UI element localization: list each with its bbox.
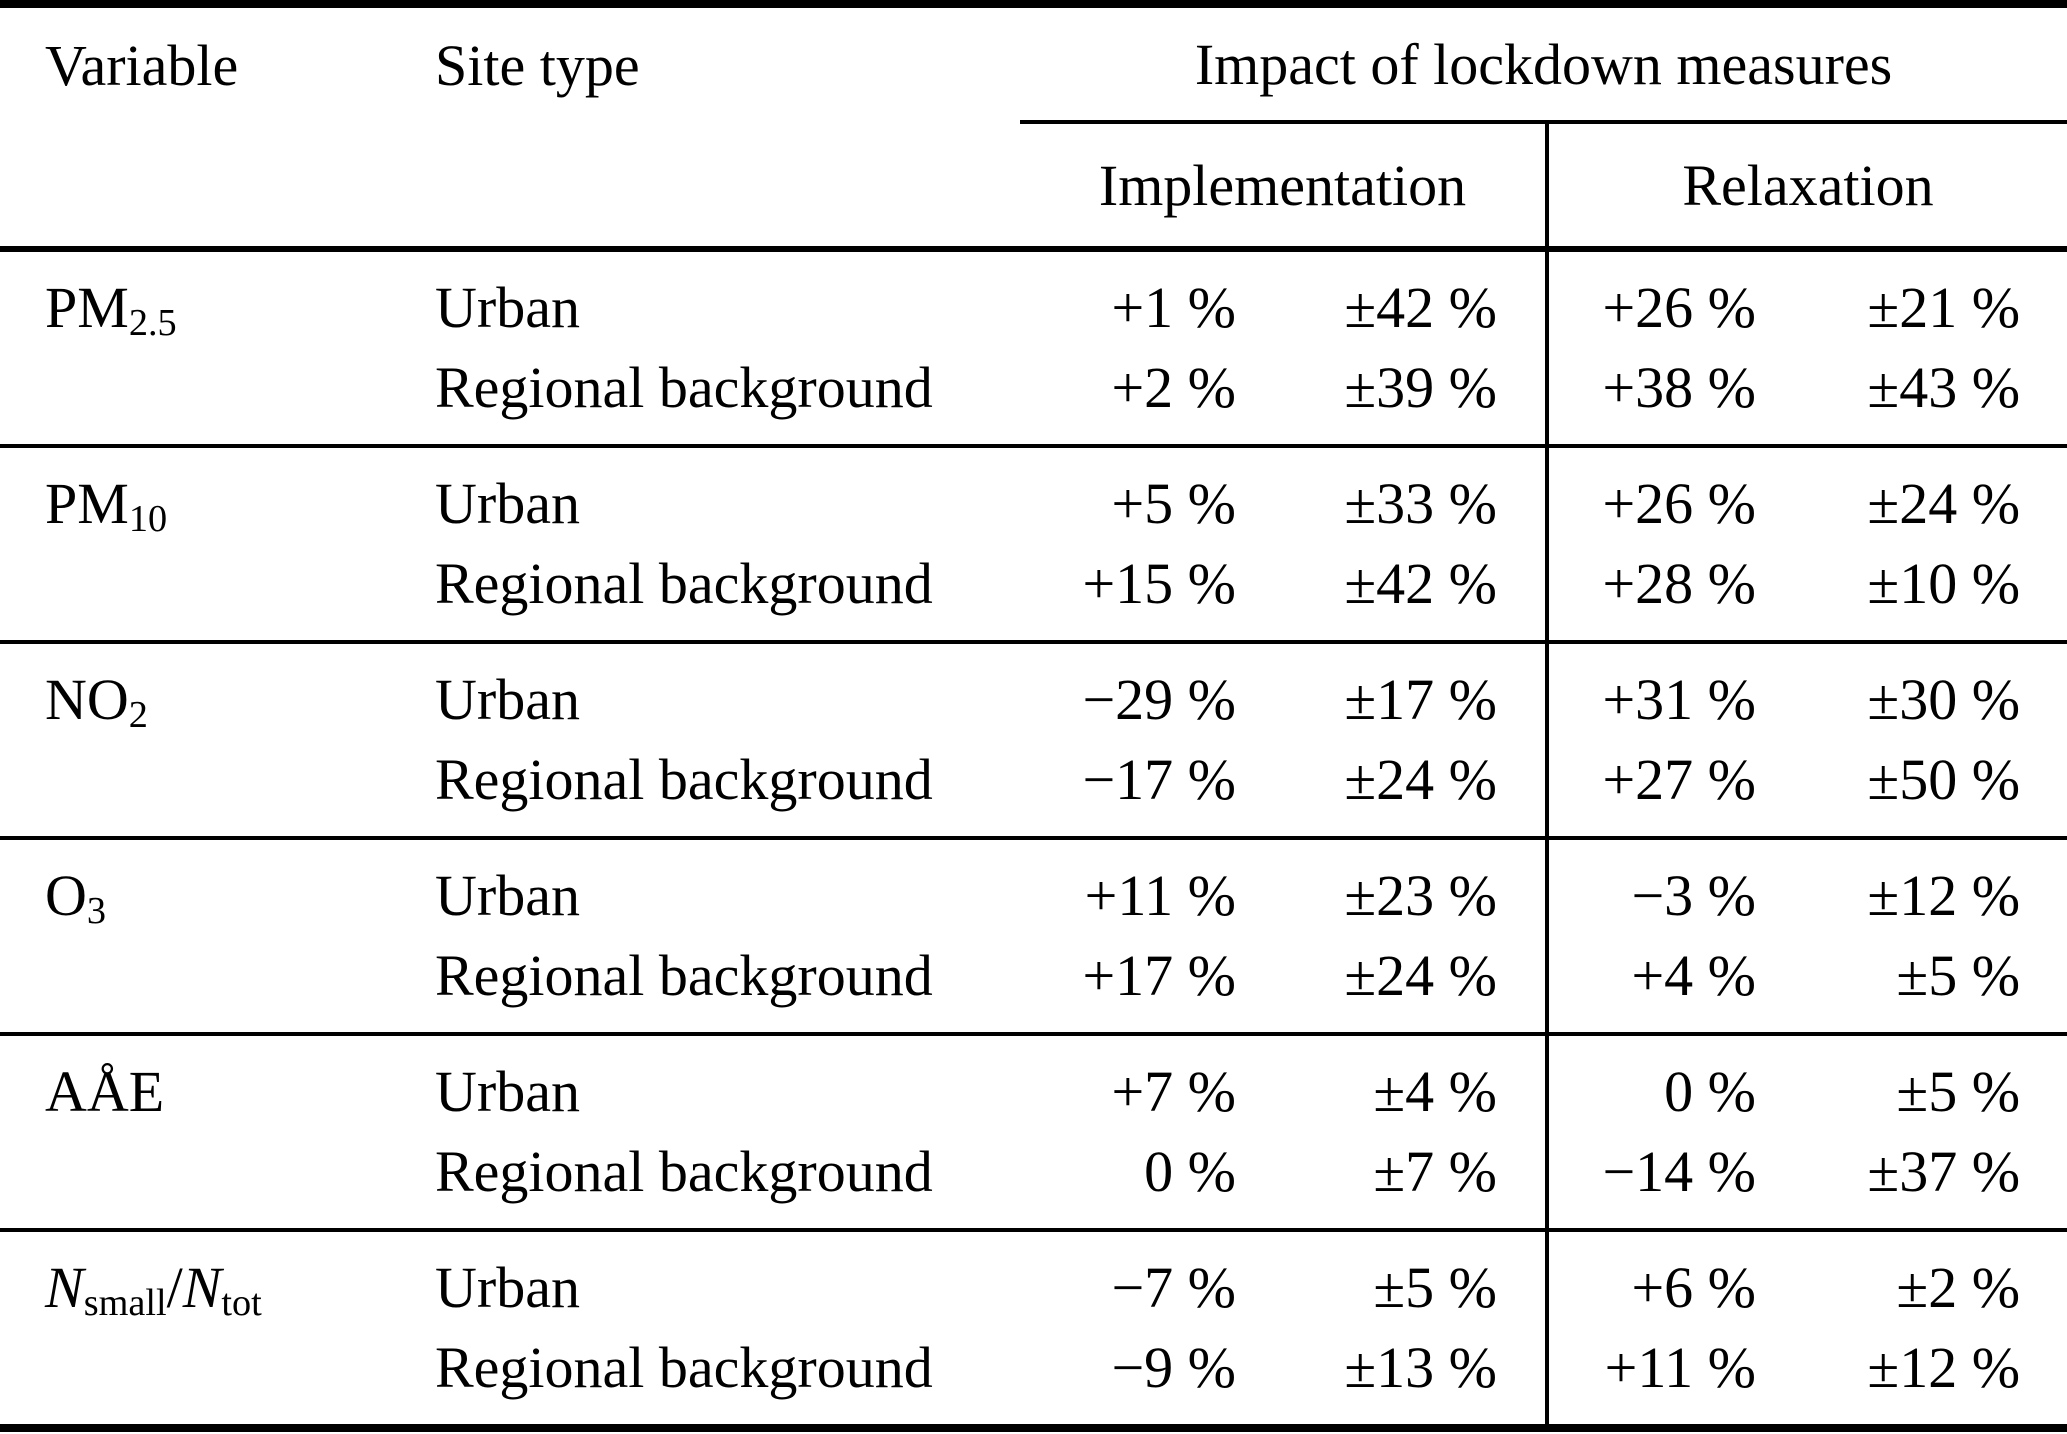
group-pm25: PM2.5 Urban +1 % ±42 % +26 % ±21 % Regio… xyxy=(0,249,2067,446)
variable-label: Nsmall/Ntot xyxy=(0,1228,435,1428)
impl-uncertainty-cell: ±42 % xyxy=(1344,551,1497,616)
relax-change-cell: +4 % xyxy=(1545,936,1776,1034)
table-row: PM2.5 Urban +1 % ±42 % +26 % ±21 % xyxy=(0,249,2067,348)
site-type-cell: Urban xyxy=(435,444,1020,544)
site-type-cell: Regional background xyxy=(435,355,933,420)
impl-uncertainty-cell: ±7 % xyxy=(1373,1139,1497,1204)
table-row: Regional background −9 % ±13 % +11 % ±12… xyxy=(0,1328,2067,1428)
impl-change-cell: +7 % xyxy=(1020,1032,1256,1132)
relax-change-cell: −3 % xyxy=(1545,836,1776,936)
impl-change-cell: +5 % xyxy=(1020,444,1256,544)
relax-change-cell: +26 % xyxy=(1545,444,1776,544)
table-row: NO2 Urban −29 % ±17 % +31 % ±30 % xyxy=(0,640,2067,838)
relax-uncertainty-cell: ±2 % xyxy=(1776,1228,2067,1328)
site-type-cell: Urban xyxy=(435,1228,1020,1328)
impl-change-cell: +2 % xyxy=(1111,355,1236,420)
impl-uncertainty-cell: ±5 % xyxy=(1256,1228,1547,1328)
relax-uncertainty-cell: ±43 % xyxy=(1867,355,2021,420)
table-header: Variable Site type Impact of lockdown me… xyxy=(0,4,2067,249)
variable-label: AÅE xyxy=(0,1032,435,1230)
table-row: Regional background 0 % ±7 % −14 % ±37 % xyxy=(0,1132,2067,1230)
relax-uncertainty-cell: ±21 % xyxy=(1867,275,2021,340)
impl-change-cell: +15 % xyxy=(1082,551,1236,616)
relax-change-cell: +6 % xyxy=(1545,1228,1776,1328)
impl-change-cell: +11 % xyxy=(1020,836,1256,936)
site-type-cell: Regional background xyxy=(435,943,933,1008)
impl-uncertainty-cell: ±33 % xyxy=(1256,444,1547,544)
column-header-variable: Variable xyxy=(45,32,239,98)
relax-uncertainty-cell: ±50 % xyxy=(1867,747,2021,812)
header-spacer xyxy=(0,122,1020,249)
impl-uncertainty-cell: ±13 % xyxy=(1344,1335,1497,1400)
site-type-cell: Urban xyxy=(435,836,1020,936)
table-row: Regional background +2 % ±39 % +38 % ±43… xyxy=(0,348,2067,446)
site-type-cell: Regional background xyxy=(435,1139,933,1204)
impl-uncertainty-cell: ±23 % xyxy=(1256,836,1547,936)
impl-uncertainty-cell: ±24 % xyxy=(1344,943,1497,1008)
relax-uncertainty-cell: ±30 % xyxy=(1776,640,2067,740)
impl-uncertainty-cell: ±39 % xyxy=(1344,355,1497,420)
impl-change-cell: −17 % xyxy=(1082,747,1236,812)
variable-label: NO2 xyxy=(0,640,435,838)
site-type-cell: Regional background xyxy=(435,1335,933,1400)
site-type-cell: Urban xyxy=(435,1032,1020,1132)
site-type-cell: Regional background xyxy=(435,551,933,616)
table-row: Nsmall/Ntot Urban −7 % ±5 % +6 % ±2 % xyxy=(0,1228,2067,1428)
relax-change-cell: +28 % xyxy=(1545,544,1776,642)
relax-uncertainty-cell: ±12 % xyxy=(1867,1335,2021,1400)
relax-change-cell: −14 % xyxy=(1545,1132,1776,1230)
table-row: Regional background +17 % ±24 % +4 % ±5 … xyxy=(0,936,2067,1034)
column-header-relaxation: Relaxation xyxy=(1544,122,2067,249)
impl-uncertainty-cell: ±42 % xyxy=(1344,275,1497,340)
column-header-site-type: Site type xyxy=(435,32,640,98)
group-aae: AÅE Urban +7 % ±4 % 0 % ±5 % Regional ba… xyxy=(0,1032,2067,1230)
relax-change-cell: +26 % xyxy=(1545,249,1776,348)
variable-label: PM10 xyxy=(0,444,435,642)
site-type-cell: Regional background xyxy=(435,747,933,812)
relax-uncertainty-cell: ±5 % xyxy=(1776,1032,2067,1132)
relax-change-cell: +27 % xyxy=(1545,740,1776,838)
variable-label: PM2.5 xyxy=(45,275,177,345)
relax-change-cell: +11 % xyxy=(1545,1328,1776,1428)
group-nsmall-ntot: Nsmall/Ntot Urban −7 % ±5 % +6 % ±2 % Re… xyxy=(0,1228,2067,1428)
column-header-implementation: Implementation xyxy=(1098,152,1467,218)
table-row: O3 Urban +11 % ±23 % −3 % ±12 % xyxy=(0,836,2067,1034)
table-row: Regional background +15 % ±42 % +28 % ±1… xyxy=(0,544,2067,642)
site-type-cell: Urban xyxy=(435,640,1020,740)
relax-change-cell: +38 % xyxy=(1545,348,1776,446)
site-type-cell: Urban xyxy=(435,275,580,340)
column-header-spanner: Impact of lockdown measures xyxy=(1020,4,2067,124)
impl-change-cell: 0 % xyxy=(1144,1139,1236,1204)
relax-uncertainty-cell: ±12 % xyxy=(1776,836,2067,936)
group-pm10: PM10 Urban +5 % ±33 % +26 % ±24 % Region… xyxy=(0,444,2067,642)
impl-change-cell: +17 % xyxy=(1082,943,1236,1008)
relax-change-cell: 0 % xyxy=(1545,1032,1776,1132)
group-no2: NO2 Urban −29 % ±17 % +31 % ±30 % Region… xyxy=(0,640,2067,838)
impl-change-cell: −29 % xyxy=(1020,640,1256,740)
relax-uncertainty-cell: ±10 % xyxy=(1867,551,2021,616)
table-row: Regional background −17 % ±24 % +27 % ±5… xyxy=(0,740,2067,838)
impl-change-cell: −7 % xyxy=(1020,1228,1256,1328)
impl-uncertainty-cell: ±4 % xyxy=(1256,1032,1547,1132)
relax-uncertainty-cell: ±24 % xyxy=(1776,444,2067,544)
header-row-main: Variable Site type Impact of lockdown me… xyxy=(0,4,2067,124)
variable-label: O3 xyxy=(0,836,435,1034)
table-row: PM10 Urban +5 % ±33 % +26 % ±24 % xyxy=(0,444,2067,642)
header-row-sub: Implementation Relaxation xyxy=(0,122,2067,249)
impl-change-cell: −9 % xyxy=(1111,1335,1236,1400)
relax-uncertainty-cell: ±37 % xyxy=(1867,1139,2021,1204)
impl-uncertainty-cell: ±24 % xyxy=(1344,747,1497,812)
table-row: AÅE Urban +7 % ±4 % 0 % ±5 % xyxy=(0,1032,2067,1230)
impl-uncertainty-cell: ±17 % xyxy=(1256,640,1547,740)
impl-change-cell: +1 % xyxy=(1111,275,1236,340)
group-o3: O3 Urban +11 % ±23 % −3 % ±12 % Regional… xyxy=(0,836,2067,1034)
relax-uncertainty-cell: ±5 % xyxy=(1896,943,2021,1008)
relax-change-cell: +31 % xyxy=(1545,640,1776,740)
